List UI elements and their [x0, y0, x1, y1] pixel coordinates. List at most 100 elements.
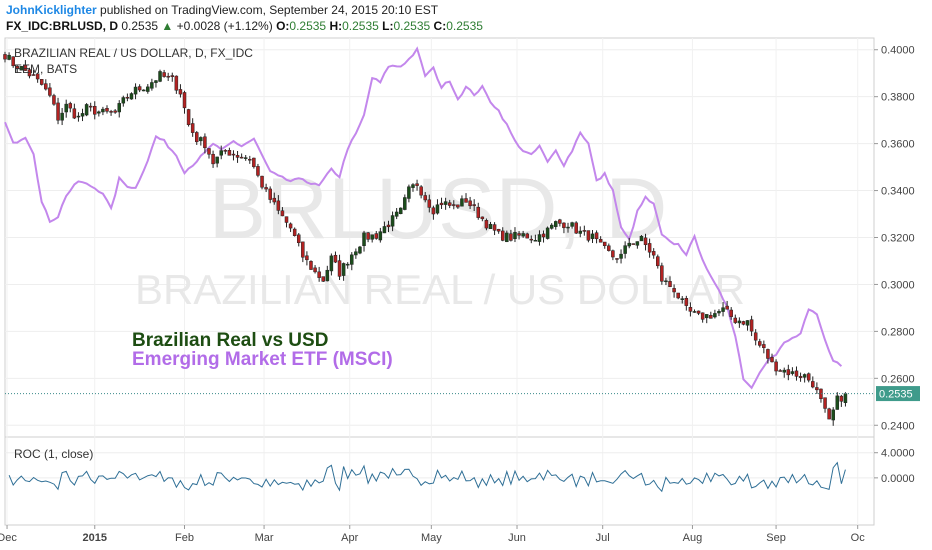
candle-body	[704, 314, 709, 319]
candle-body	[23, 64, 28, 71]
candle-body	[656, 256, 660, 267]
up-arrow-icon: ▲	[161, 19, 174, 33]
low-label: L:	[382, 19, 394, 33]
candle-body	[7, 54, 11, 60]
candle-body	[802, 374, 807, 378]
candle-body	[296, 234, 301, 244]
candle-body	[676, 292, 680, 299]
candle-body	[843, 393, 848, 403]
candle-body	[174, 75, 179, 91]
candle-body	[223, 150, 228, 152]
brl-candles	[3, 51, 848, 426]
candle-body	[758, 341, 762, 346]
candle-body	[186, 109, 191, 126]
candle-body	[64, 103, 68, 113]
candle-body	[607, 245, 611, 251]
candle-body	[427, 199, 432, 208]
time-tick-label: Jul	[596, 532, 610, 544]
candle-body	[386, 224, 391, 228]
author-link[interactable]: JohnKicklighter	[6, 3, 97, 17]
candle-body	[594, 232, 599, 240]
candle-body	[631, 243, 636, 245]
candle-body	[484, 220, 489, 229]
candle-body	[378, 231, 383, 241]
candle-body	[835, 395, 840, 410]
candle-body	[80, 113, 85, 117]
candle-body	[235, 155, 240, 158]
candle-body	[403, 197, 407, 210]
candle-body	[203, 136, 207, 149]
candle-body	[688, 306, 693, 312]
candle-body	[619, 253, 623, 259]
candle-body	[562, 222, 566, 229]
candle-body	[60, 112, 64, 121]
open-label: O:	[276, 19, 290, 33]
candle-body	[382, 226, 387, 234]
price-tick-label: 0.3600	[881, 139, 915, 151]
candle-body	[374, 233, 379, 239]
candle-body	[129, 93, 134, 100]
candle-body	[545, 227, 550, 239]
time-axis[interactable]: Dec 2015 Feb Mar Apr May Jun Jul Aug Sep Oc	[0, 525, 865, 544]
candle-body	[811, 381, 815, 388]
candle-body	[598, 239, 603, 243]
candle-body	[713, 313, 717, 318]
candle-body	[827, 408, 831, 420]
candle-body	[431, 207, 436, 215]
candle-body	[272, 197, 277, 203]
time-tick-label: Jun	[508, 532, 526, 544]
candle-body	[52, 95, 56, 105]
candle-body	[517, 233, 521, 236]
candle-body	[333, 254, 338, 263]
candle-body	[313, 267, 317, 273]
overlay-legend: EEM, BATS	[14, 62, 77, 76]
candle-body	[358, 246, 362, 254]
candle-body	[513, 232, 517, 240]
candle-body	[468, 200, 472, 207]
candle-body	[672, 288, 676, 293]
candle-body	[521, 233, 525, 237]
candle-body	[84, 104, 89, 116]
candle-body	[476, 206, 481, 218]
candle-body	[745, 320, 750, 326]
candle-body	[109, 111, 113, 113]
candle-body	[500, 230, 505, 241]
candle-body	[770, 357, 774, 363]
candle-body	[623, 245, 627, 254]
price-tick-label: 0.2600	[881, 373, 915, 385]
candle-body	[615, 258, 619, 260]
candle-body	[668, 281, 672, 287]
candle-body	[301, 241, 305, 258]
candle-body	[125, 97, 130, 99]
candle-body	[350, 254, 354, 265]
candle-body	[509, 233, 513, 241]
candle-body	[113, 110, 117, 113]
candle-body	[288, 223, 293, 229]
candle-body	[146, 86, 150, 92]
candle-body	[31, 74, 36, 76]
roc-tick-label: 4.0000	[881, 448, 915, 460]
candle-body	[558, 219, 562, 224]
candle-body	[362, 232, 366, 246]
high-value: 0.2535	[342, 19, 379, 33]
candle-body	[480, 216, 485, 220]
last-price-badge-text: 0.2535	[879, 389, 913, 401]
time-tick-label: Mar	[255, 532, 274, 544]
candle-body	[464, 198, 468, 203]
candle-body	[325, 269, 330, 282]
candle-body	[415, 183, 419, 186]
candle-body	[806, 373, 811, 381]
candle-body	[823, 397, 827, 409]
low-value: 0.2535	[393, 19, 431, 33]
symbol-label[interactable]: FX_IDC:BRLUSD, D	[6, 19, 119, 33]
candle-body	[815, 387, 819, 391]
roc-axis[interactable]: 4.0000 0.0000	[874, 448, 915, 485]
price-tick-label: 0.2800	[881, 326, 915, 338]
price-axis[interactable]: 0.4000 0.3800 0.3600 0.3400 0.3200 0.3000 0.28…	[874, 45, 915, 433]
annotation-eem: Emerging Market ETF (MSCI)	[132, 349, 393, 370]
candle-body	[76, 115, 81, 118]
time-tick-label: 2015	[83, 532, 107, 544]
candle-body	[105, 107, 109, 112]
candle-body	[570, 222, 574, 227]
